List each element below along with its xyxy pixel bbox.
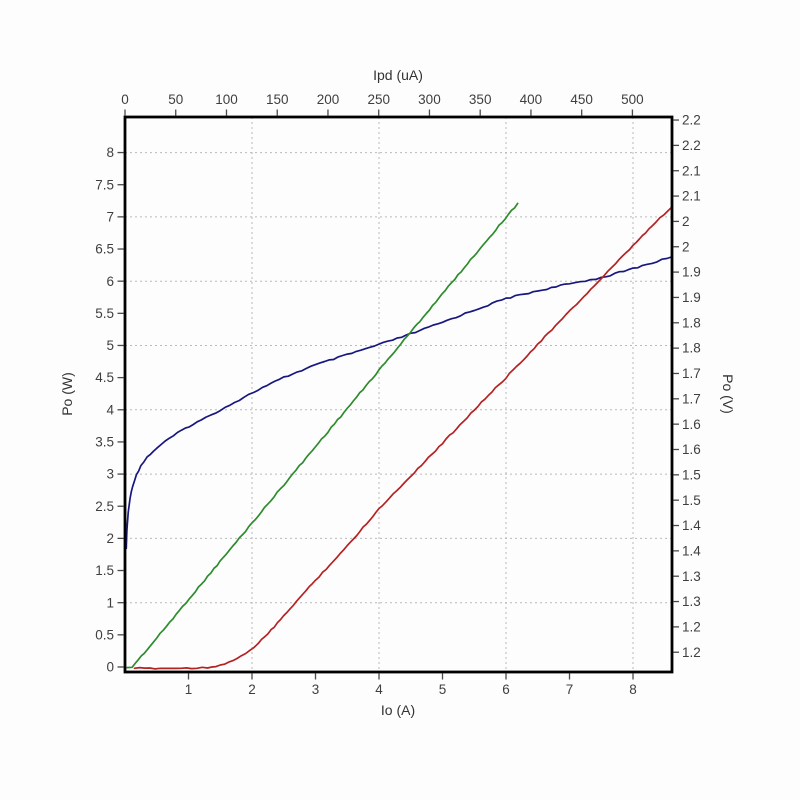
right-axis-tick-label: 1.9 (682, 290, 701, 305)
right-axis-tick-label: 1.6 (682, 417, 701, 432)
top-axis-tick-label: 100 (215, 92, 238, 107)
top-axis-tick-label: 0 (121, 92, 129, 107)
top-axis-tick-label: 250 (367, 92, 390, 107)
right-axis-tick-label: 1.7 (682, 391, 701, 406)
top-axis-tick-label: 150 (266, 92, 289, 107)
bottom-axis-tick-label: 5 (439, 682, 447, 697)
right-axis-tick-label: 2.1 (682, 163, 701, 178)
bottom-axis-tick-label: 6 (502, 682, 510, 697)
right-axis-tick-label: 1.3 (682, 594, 701, 609)
right-axis-title: Po (V) (720, 374, 736, 414)
bottom-axis-tick-label: 8 (629, 682, 637, 697)
top-axis-tick-label: 500 (621, 92, 644, 107)
right-axis-tick-label: 1.4 (682, 543, 701, 558)
left-axis-tick-label: 3.5 (95, 435, 114, 450)
bottom-axis-tick-label: 4 (375, 682, 383, 697)
left-axis-tick-label: 2 (106, 531, 114, 546)
series-curve-3 (133, 206, 673, 670)
left-axis-tick-label: 5.5 (95, 306, 114, 321)
right-axis-tick-label: 2.2 (682, 113, 701, 128)
bottom-axis-tick-label: 1 (185, 682, 193, 697)
top-axis-title: Ipd (uA) (373, 67, 423, 83)
right-axis-tick-label: 2.2 (682, 138, 701, 153)
left-axis-tick-label: 0 (106, 660, 114, 675)
axis-tick-labels: 0 50 100 150 200 250 300 350 400 450 500 1 2 3 4 5 6 7 8 0 0… (95, 92, 701, 697)
gridlines (125, 117, 672, 672)
top-axis-tick-label: 450 (570, 92, 593, 107)
left-axis-tick-label: 2.5 (95, 499, 114, 514)
plot-frame (123, 115, 674, 674)
bottom-axis-tick-label: 2 (248, 682, 256, 697)
top-axis-tick-label: 350 (469, 92, 492, 107)
right-axis-tick-label: 2.1 (682, 189, 701, 204)
right-axis-tick-label: 1.2 (682, 619, 701, 634)
right-axis-tick-label: 2 (682, 214, 690, 229)
top-axis-tick-label: 300 (418, 92, 441, 107)
top-axis-tick-label: 400 (520, 92, 543, 107)
right-axis-tick-label: 1.2 (682, 645, 701, 660)
right-axis-tick-label: 1.4 (682, 518, 701, 533)
bottom-axis-tick-label: 7 (566, 682, 574, 697)
bottom-axis-tick-label: 3 (312, 682, 320, 697)
curves (125, 202, 673, 670)
top-axis-tick-label: 50 (168, 92, 183, 107)
left-axis-tick-label: 4.5 (95, 370, 114, 385)
left-axis-tick-label: 3 (106, 467, 114, 482)
right-axis-tick-label: 1.5 (682, 467, 701, 482)
left-axis-tick-label: 7.5 (95, 177, 114, 192)
right-axis-tick-label: 1.8 (682, 315, 701, 330)
series-curve-1 (125, 256, 673, 550)
right-axis-tick-label: 1.6 (682, 442, 701, 457)
left-axis-title: Po (W) (59, 372, 75, 416)
bottom-axis-title: Io (A) (381, 702, 415, 718)
right-axis-tick-label: 1.8 (682, 341, 701, 356)
right-axis-tick-label: 1.5 (682, 493, 701, 508)
right-axis-tick-label: 1.3 (682, 569, 701, 584)
left-axis-tick-label: 6 (106, 274, 114, 289)
right-axis-tick-label: 2 (682, 239, 690, 254)
left-axis-tick-label: 1.5 (95, 563, 114, 578)
left-axis-tick-label: 7 (106, 209, 114, 224)
right-axis-tick-label: 1.7 (682, 366, 701, 381)
top-axis-tick-label: 200 (317, 92, 340, 107)
left-axis-tick-label: 0.5 (95, 627, 114, 642)
axis-ticks (117, 109, 679, 680)
series-curve-2 (126, 202, 519, 669)
left-axis-tick-label: 8 (106, 145, 114, 160)
right-axis-tick-label: 1.9 (682, 265, 701, 280)
left-axis-tick-label: 5 (106, 338, 114, 353)
left-axis-tick-label: 4 (106, 402, 114, 417)
left-axis-tick-label: 1 (106, 595, 114, 610)
left-axis-tick-label: 6.5 (95, 242, 114, 257)
